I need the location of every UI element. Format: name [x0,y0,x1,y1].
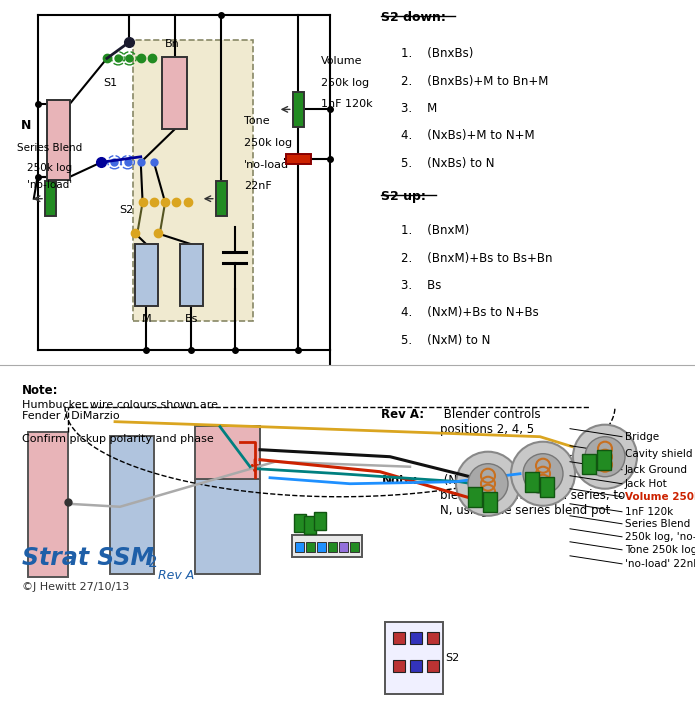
Text: 2: 2 [148,554,158,570]
Text: N: N [21,119,31,132]
Bar [47,100,70,180]
Text: 1.    (BnxM): 1. (BnxM) [401,225,469,238]
Bar [294,514,306,532]
Text: Note:: Note: [22,383,58,396]
Circle shape [585,437,625,477]
Bar [45,181,56,216]
Bar [195,426,260,479]
Text: Jack Ground: Jack Ground [625,465,688,475]
Text: Strat SSM: Strat SSM [22,546,154,570]
Text: 1nF 120k: 1nF 120k [321,100,373,110]
Text: S2 up:: S2 up: [382,190,426,203]
Bar [410,632,422,644]
Bar [317,542,326,552]
Circle shape [456,452,520,516]
Circle shape [573,425,637,489]
Text: Blender controls
positions 2, 4, 5: Blender controls positions 2, 4, 5 [440,409,541,436]
Text: Tone 250k log,: Tone 250k log, [625,545,695,554]
Text: S2 down:: S2 down: [382,11,446,24]
Bar [597,450,611,470]
Bar [314,512,326,530]
Text: 3.    M: 3. M [401,102,437,115]
Bar [215,181,227,216]
Bar [385,622,443,694]
Bar [133,40,254,321]
Text: 'no-load': 'no-load' [27,180,72,190]
Text: 4.    (NxBs)+M to N+M: 4. (NxBs)+M to N+M [401,129,534,142]
Text: 2.    (BnxBs)+M to Bn+M: 2. (BnxBs)+M to Bn+M [401,75,548,88]
Bar [582,453,596,474]
Text: Rev A:: Rev A: [382,409,425,422]
Text: 5.    (NxM) to N: 5. (NxM) to N [401,334,491,347]
Text: S1: S1 [300,549,314,559]
Bar [295,542,304,552]
Bar [292,535,362,557]
Bar [328,542,337,552]
Text: Bn: Bn [165,39,180,49]
Text: 250k log: 250k log [244,138,292,148]
Text: 250k log: 250k log [321,77,369,87]
Text: 'no-load' 22nF: 'no-load' 22nF [625,559,695,569]
Text: 1.    (BnxBs): 1. (BnxBs) [401,48,473,61]
Circle shape [511,442,575,506]
Text: S2: S2 [445,653,459,663]
Text: Note:: Note: [382,474,418,487]
Text: 250k log: 250k log [27,163,72,173]
Bar [286,154,311,164]
Text: 1nF 120k: 1nF 120k [625,507,673,517]
Bar [195,479,260,574]
Text: 5.    (NxBs) to N: 5. (NxBs) to N [401,157,495,170]
Circle shape [523,453,563,494]
Text: Cavity shield lug: Cavity shield lug [625,448,695,458]
Bar [339,542,348,552]
Bar [410,660,422,672]
Bar [540,477,554,497]
Bar [293,92,304,126]
Bar [393,632,405,644]
Text: 3.    Bs: 3. Bs [401,279,441,292]
Bar [304,516,316,534]
Text: Bs: Bs [185,313,198,323]
Text: Volume: Volume [321,56,362,66]
Text: (NxM) to N indicates
blending from NxM in series, to
N, using the series blend p: (NxM) to N indicates blending from NxM i… [440,474,626,517]
Bar [468,487,482,507]
Bar [110,435,154,574]
Bar [393,660,405,672]
Text: S1: S1 [104,79,117,88]
Bar [427,660,439,672]
Text: 22nF: 22nF [244,181,272,191]
Bar [180,244,203,306]
Text: Tone: Tone [244,116,270,126]
Bar [306,542,315,552]
Text: Jack Hot: Jack Hot [625,479,668,489]
Text: Rev A: Rev A [158,569,194,582]
Text: Humbucker wire colours shown are
Fender / DiMarzio

Confirm pickup polarity and : Humbucker wire colours shown are Fender … [22,400,218,445]
Text: S2: S2 [119,204,133,214]
Bar [525,471,539,492]
Text: Series Blend: Series Blend [625,519,690,529]
Bar [427,632,439,644]
Text: M: M [142,313,152,323]
Bar [135,244,158,306]
Text: 'no-load': 'no-load' [244,160,292,170]
Text: ©J Hewitt 27/10/13: ©J Hewitt 27/10/13 [22,582,129,592]
Text: Bridge: Bridge [625,432,659,442]
Text: 4.    (NxM)+Bs to N+Bs: 4. (NxM)+Bs to N+Bs [401,306,539,319]
Text: Series Blend: Series Blend [17,143,83,153]
Bar [483,492,497,512]
Circle shape [468,464,508,504]
Bar [28,432,68,577]
Bar [350,542,359,552]
Text: 2.    (BnxM)+Bs to Bs+Bn: 2. (BnxM)+Bs to Bs+Bn [401,251,553,264]
Text: 250k log, 'no-load': 250k log, 'no-load' [625,532,695,542]
Bar [163,56,187,129]
Text: Volume 250k log: Volume 250k log [625,492,695,502]
